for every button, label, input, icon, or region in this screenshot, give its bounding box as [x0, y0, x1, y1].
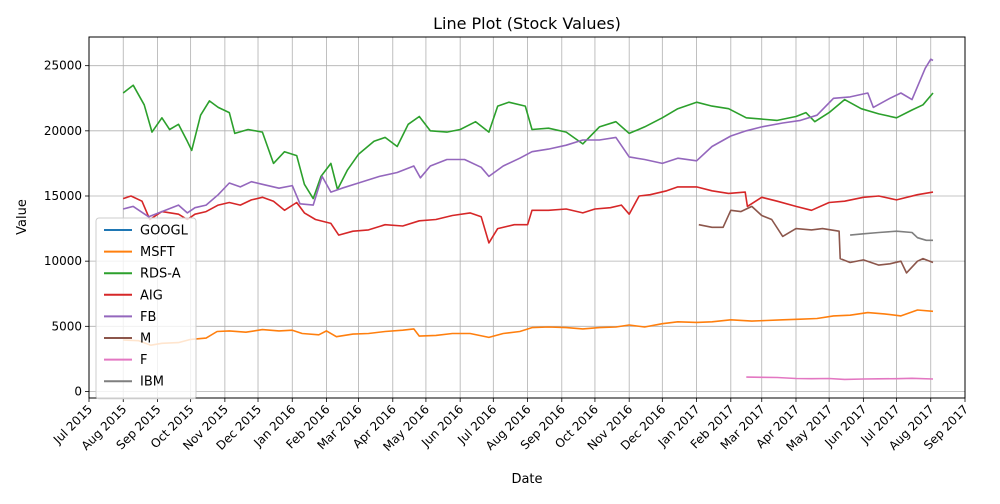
y-axis-ticks: 0 5000 10000 15000 20000 25000	[44, 59, 89, 398]
series-line-rds-a	[122, 84, 934, 200]
y-tick-label: 10000	[44, 254, 82, 268]
series-line-fb	[122, 58, 934, 218]
grid	[88, 37, 966, 398]
legend-label-ibm: IBM	[140, 375, 164, 390]
y-axis-label: Value	[15, 199, 30, 235]
y-tick-label: 15000	[44, 189, 82, 203]
series-line-ibm	[850, 230, 933, 242]
series-line-msft	[123, 309, 934, 347]
legend-label-aig: AIG	[140, 288, 163, 303]
chart-title: Line Plot (Stock Values)	[433, 14, 621, 33]
y-tick-label: 25000	[44, 59, 82, 73]
legend-label-fb: FB	[140, 310, 156, 325]
legend: GOOGL MSFT RDS-A AIG FB MF IBM	[95, 217, 197, 400]
legend-label-rds-a: RDS-A	[140, 267, 181, 282]
legend-label-msft: MSFT	[140, 245, 175, 260]
series-line-m	[698, 205, 934, 274]
legend-label-m: M	[140, 332, 151, 347]
legend-label-f: F	[140, 353, 147, 368]
y-tick-label: 20000	[44, 124, 82, 138]
series-line-f	[746, 376, 934, 381]
x-axis-label: Date	[511, 472, 542, 487]
y-tick-label: 0	[74, 384, 82, 398]
y-tick-label: 5000	[51, 319, 82, 333]
legend-box	[95, 217, 197, 400]
series-lines	[122, 58, 934, 381]
series-line-aig	[122, 186, 934, 244]
legend-label-googl: GOOGL	[140, 224, 189, 239]
axes-frame	[88, 36, 966, 399]
